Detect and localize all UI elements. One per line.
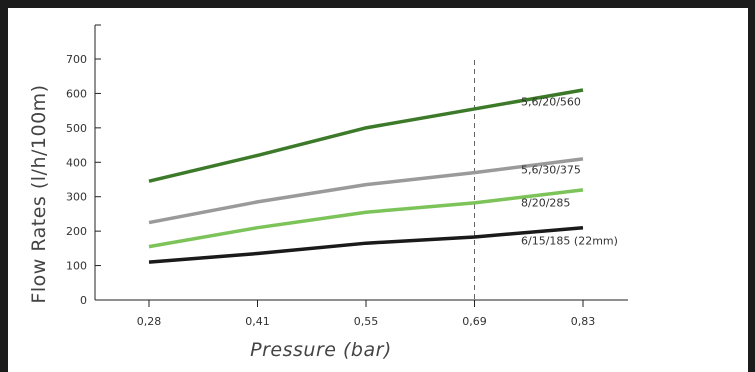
x-tick-label: 0,83 [571,315,596,328]
chart-panel: 0 100 200 300 400 500 600 700 0,28 0,41 0,55 0,69 0… [8,8,748,372]
series-label: 6/15/185 (22mm) [521,234,618,247]
y-axis-ticks: 0 100 200 300 400 500 600 700 [66,53,101,307]
y-tick-label: 400 [66,156,87,169]
y-tick-label: 100 [66,260,87,273]
x-tick-label: 0,55 [354,315,379,328]
series-label: 5,6/30/375 [521,164,581,177]
series-labels: 5,6/20/560 5,6/30/375 8/20/285 6/15/185 (22… [521,95,618,247]
y-tick-label: 200 [66,225,87,238]
y-tick-label: 0 [80,294,87,307]
series-label: 5,6/20/560 [521,95,581,108]
series-line [148,225,584,264]
y-axis-title: Flow Rates (l/h/100m) [28,84,50,303]
x-tick-label: 0,41 [245,315,270,328]
x-axis-title: Pressure (bar) [250,339,392,361]
x-tick-label: 0,28 [137,315,162,328]
x-axis-ticks: 0,28 0,41 0,55 0,69 0,83 [137,300,596,328]
y-tick-label: 700 [66,53,87,66]
series-line [148,188,584,249]
y-tick-label: 600 [66,87,87,100]
series-label: 8/20/285 [521,196,570,209]
x-tick-label: 0,69 [462,315,487,328]
series-line [148,88,584,183]
series-line [148,157,584,225]
series-lines [148,88,584,264]
y-tick-label: 500 [66,122,87,135]
y-tick-label: 300 [66,191,87,204]
